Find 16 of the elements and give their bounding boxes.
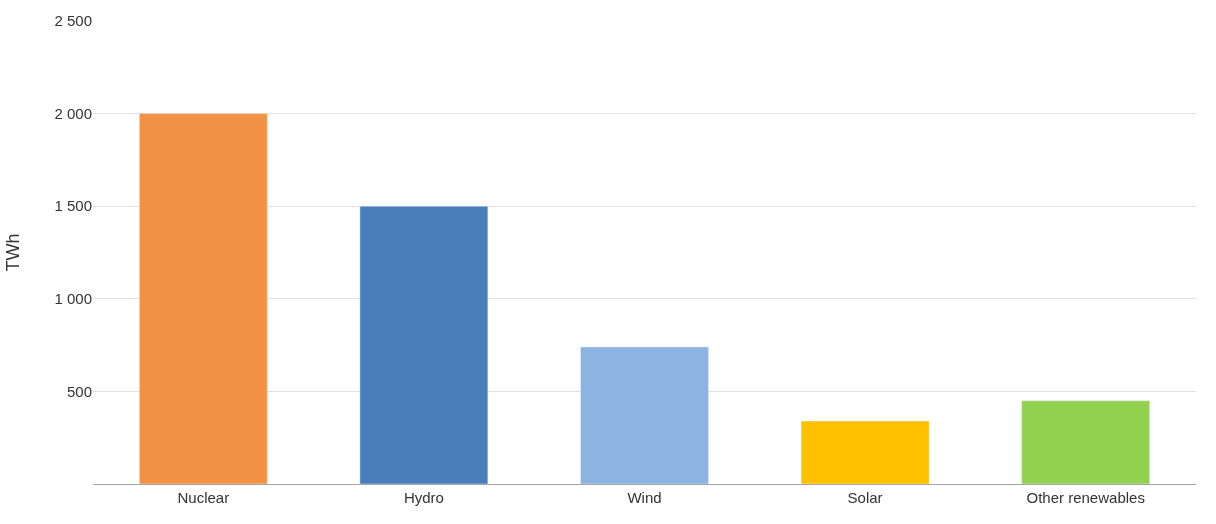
y-tick-label: 500 bbox=[66, 382, 92, 400]
y-axis-title: TWh bbox=[2, 233, 23, 272]
x-tick-label: Hydro bbox=[403, 489, 444, 506]
y-tick-label: 1 500 bbox=[54, 197, 92, 215]
x-tick-label: Solar bbox=[847, 489, 883, 506]
x-tick-label: Nuclear bbox=[177, 489, 230, 506]
x-tick-label: Other renewables bbox=[1026, 489, 1145, 506]
bar bbox=[580, 346, 709, 484]
y-tick-label: 2 000 bbox=[54, 104, 92, 122]
bar bbox=[800, 420, 930, 484]
bar bbox=[1021, 400, 1150, 484]
y-tick-label: 1 000 bbox=[54, 290, 92, 308]
bar bbox=[359, 205, 489, 484]
y-tick-label: 2 500 bbox=[54, 12, 92, 30]
bar bbox=[139, 113, 268, 484]
x-tick-label: Wind bbox=[627, 489, 662, 506]
